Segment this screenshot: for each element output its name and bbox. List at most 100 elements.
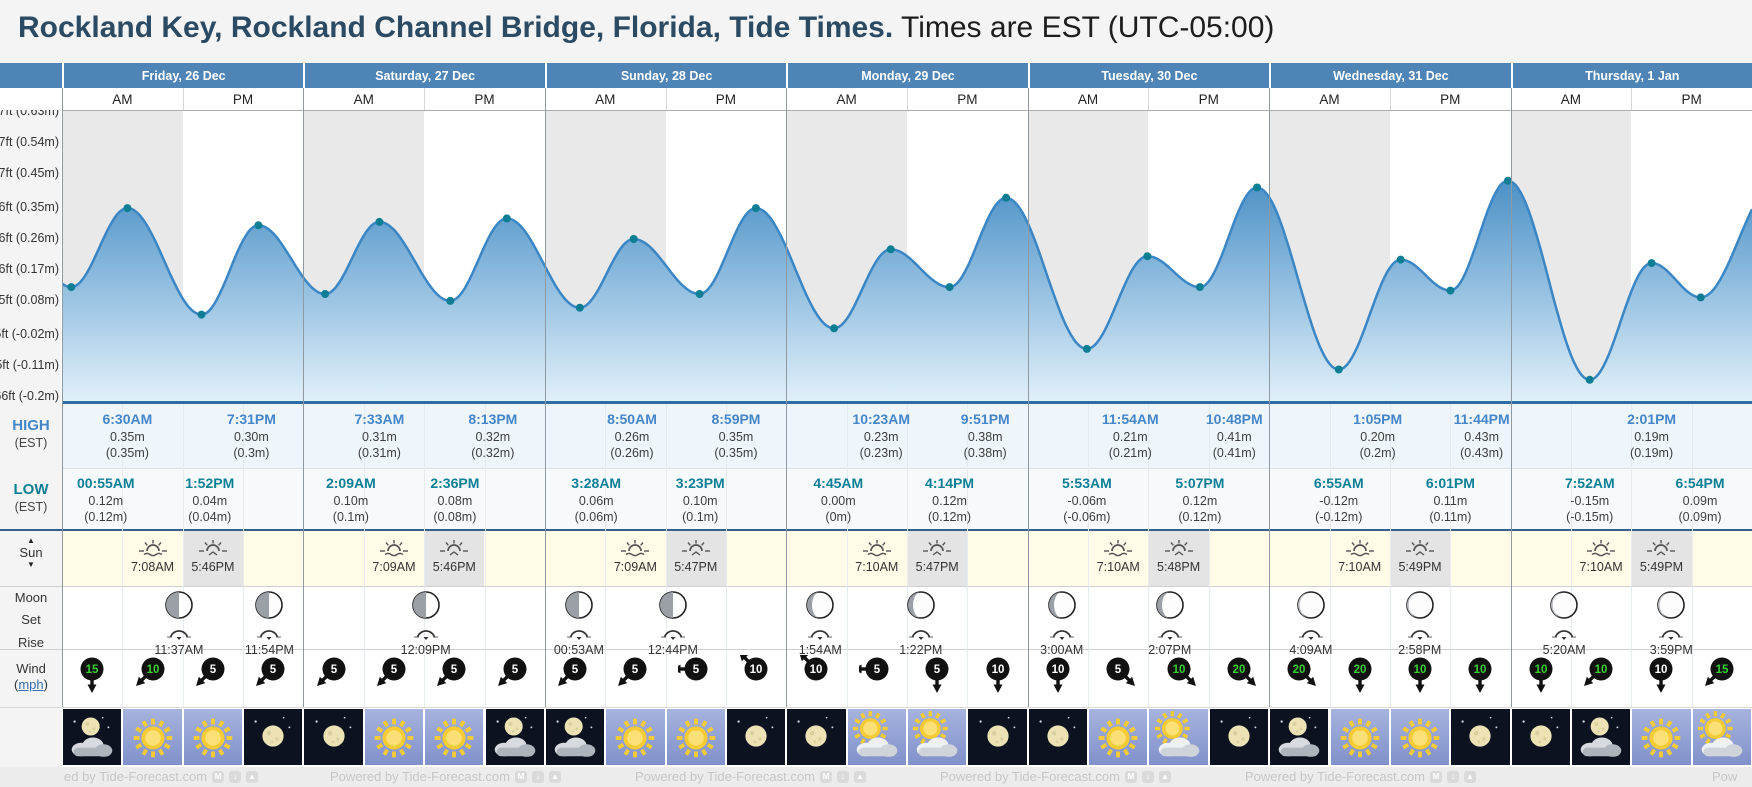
sun-label: Sun [19,545,43,560]
weather-cell [1389,708,1451,766]
low-tide-entry: 6:54PM 0.09m (0.09m) [1675,475,1725,524]
wind-speed-badge: 5 [195,655,231,697]
quarter-divider [1389,404,1391,707]
sun-icon [374,718,414,758]
sunset-entry: 5:46PM [408,539,500,575]
weather-cell [1148,708,1209,766]
wind-speed-badge: 10 [1402,655,1438,697]
sort-up-icon[interactable]: ▲ [27,536,35,545]
sunrise-entry: 7:10AM [831,539,923,575]
svg-text:20: 20 [1293,664,1306,676]
sunset-icon [1647,540,1676,556]
sun-cloud-icon [1697,711,1743,757]
moon-entry: 1:22PM [878,590,964,657]
sunset-icon [198,540,227,556]
title-bar: Rockland Key, Rockland Channel Bridge, F… [0,0,1752,63]
high-tide-entry: 2:01PM 0.19m (0.19m) [1627,411,1677,460]
svg-text:10: 10 [146,664,159,676]
quarter-divider [1208,404,1210,707]
day-header: Wednesday, 31 Dec [1269,63,1510,88]
ampm-divider [1631,88,1633,110]
weather-cell [1329,708,1390,766]
footer-watermark-link[interactable]: Pow [1712,769,1738,784]
weather-cell [907,708,968,766]
svg-text:10: 10 [1414,664,1427,676]
day-boundary-line [1027,88,1029,707]
y-axis-label: 1.47ft (0.45m) [0,165,59,180]
sun-cloud-icon [913,711,958,757]
moon-phase-icon [906,591,935,619]
sunset-entry: 5:47PM [891,539,983,575]
low-tide-entry: 2:09AM 0.10m (0.1m) [325,475,376,524]
sunrise-icon [138,540,167,557]
wind-speed-badge: 15 [74,655,110,697]
weather-cell [725,708,787,766]
sun-icon [193,718,233,758]
moon-entry: 2:58PM [1377,590,1463,657]
rise-label: Rise [17,634,44,650]
moon-rise-set-icon [413,630,438,640]
moon-entry: 1:54AM [777,590,863,657]
am-label: AM [1319,91,1340,107]
sunset-time: 5:47PM [674,559,718,574]
sunrise-time: 7:10AM [855,559,899,574]
quarter-divider [1148,404,1150,707]
watermark-badge-icon: M [1429,770,1442,783]
day-header-band [0,63,1752,88]
high-sublabel: (EST) [14,435,48,450]
moon-phase-icon [165,591,193,619]
moon-entry: 12:44PM [630,590,716,657]
wind-speed-badge: 10 [135,655,171,697]
moon-phase-icon [565,591,593,619]
pm-label: PM [715,91,737,107]
sort-down-icon[interactable]: ▼ [27,560,35,570]
footer-watermark-link[interactable]: Powered by Tide-Forecast.com M ↓ ▲ [330,769,561,784]
quarter-divider [1088,404,1090,707]
quarter-divider [243,404,245,707]
mph-unit-link[interactable]: mph [18,677,44,693]
moon-cloud-icon [1279,716,1320,757]
day-header: Saturday, 27 Dec [303,63,544,88]
row-label-sun[interactable]: ▲ Sun ▼ [0,537,62,569]
moon-label: Moon [14,590,48,605]
moon-icon [1039,716,1076,747]
wind-arrow-icon: 10 [1584,657,1613,686]
sunset-icon [1406,540,1435,556]
high-tide-entry: 8:59PM 0.35m (0.35m) [711,411,761,460]
pm-label: PM [474,91,495,107]
footer-watermark-link[interactable]: Powered by Tide-Forecast.com M ↓ ▲ [940,769,1171,784]
svg-text:10: 10 [750,664,763,676]
wind-arrow-icon: 5 [925,657,949,693]
wind-arrow-icon: 10 [1167,657,1196,686]
sunset-entry: 5:49PM [1374,539,1466,575]
moon-rise-set-icon [1552,630,1577,640]
svg-text:5: 5 [330,664,337,676]
wind-speed-badge: 10 [1040,655,1076,697]
quarter-divider [1329,404,1331,707]
moon-entry: 3:00AM [1019,590,1105,657]
svg-text:5: 5 [270,664,277,676]
sun-icon [676,718,716,758]
sunrise-time: 7:10AM [1338,559,1382,574]
watermark-badge-icon: M [212,770,225,783]
watermark-badge-icon: ↓ [1446,770,1459,783]
day-boundary-line [1510,88,1512,707]
footer-watermark-link[interactable]: ed by Tide-Forecast.com M ↓ ▲ [64,769,259,784]
row-label-low: LOW (EST) [0,481,62,515]
moon-rise-set-icon [1659,630,1684,640]
row-divider [62,110,1752,111]
wind-speed-badge: 5 [1100,655,1136,697]
y-axis-label: 0.25ft (0.08m) [0,292,59,307]
svg-text:15: 15 [86,664,99,676]
quarter-divider [1631,404,1633,707]
day-header: Sunday, 28 Dec [544,63,786,88]
watermark-badge-icon: ▲ [1158,770,1171,783]
footer-watermark-link[interactable]: Powered by Tide-Forecast.com M ↓ ▲ [1245,769,1476,784]
moon-phase-icon [1657,591,1686,619]
wind-speed-badge: 15 [1704,655,1740,697]
footer-watermark-link[interactable]: Powered by Tide-Forecast.com M ↓ ▲ [635,769,866,784]
table-divider-line [0,529,1752,531]
wind-arrow-icon: 5 [558,657,587,686]
sunrise-entry: 7:08AM [107,539,199,575]
